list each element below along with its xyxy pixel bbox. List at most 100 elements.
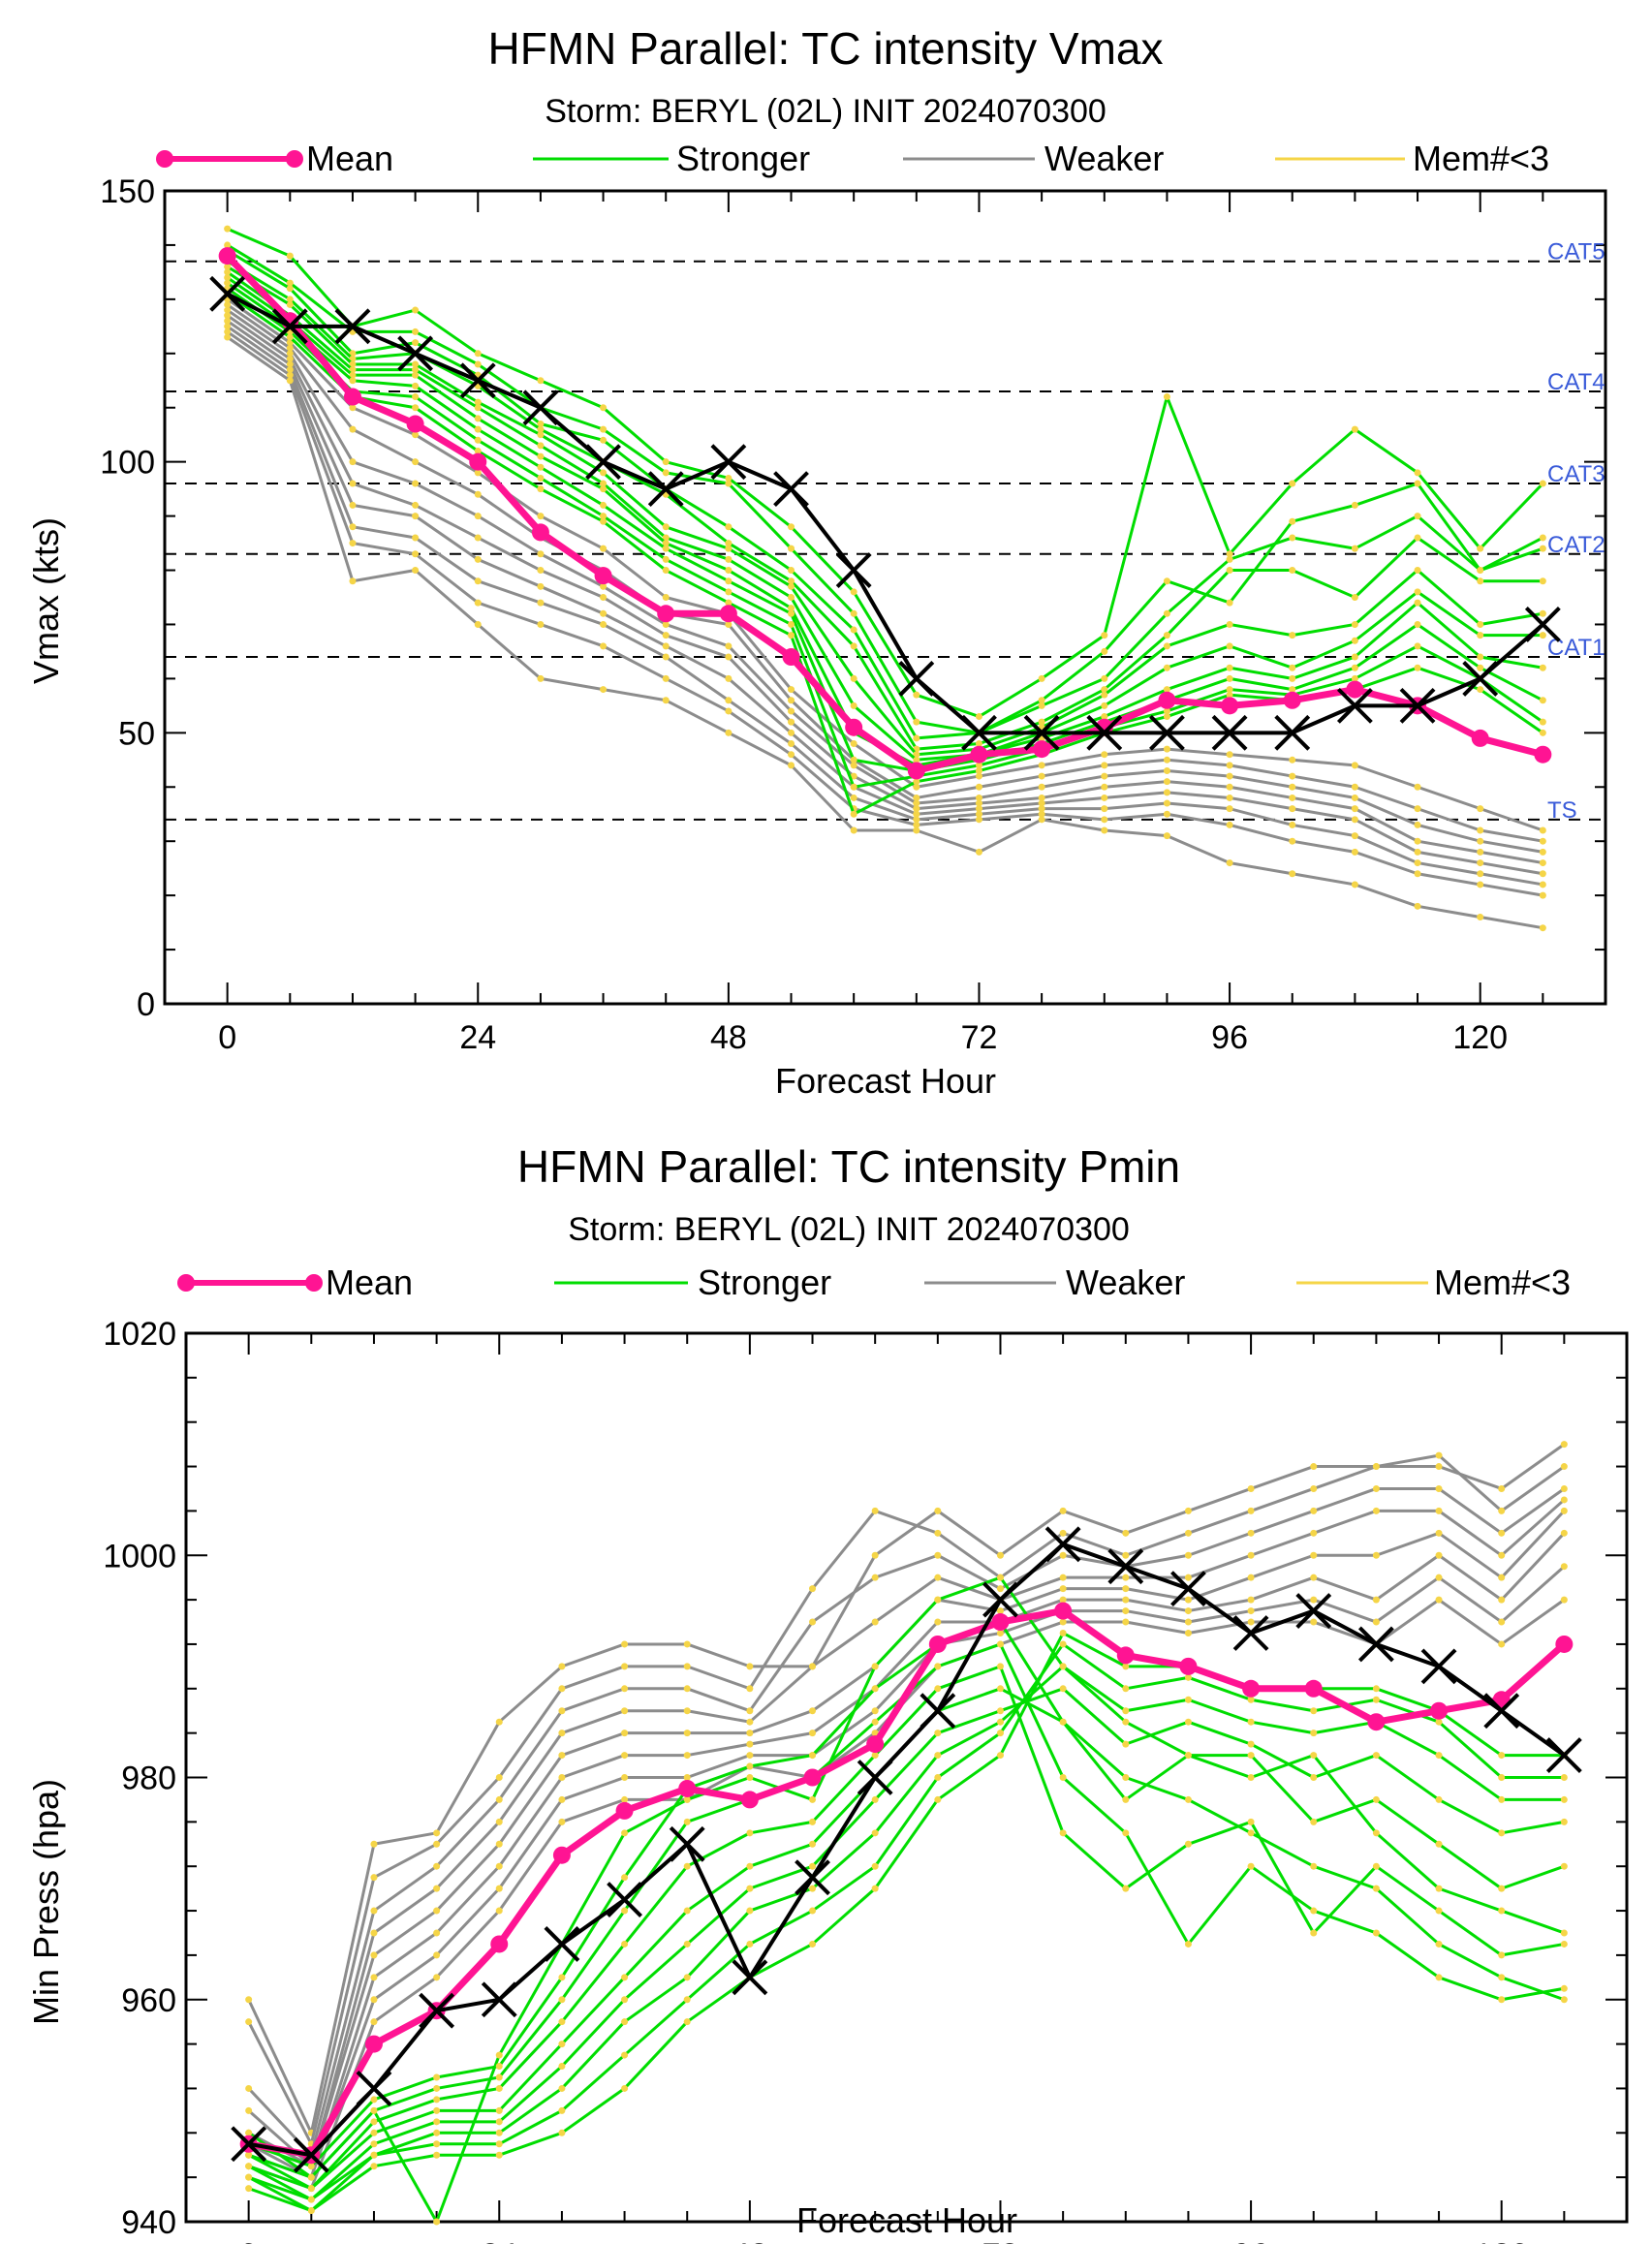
member-point (1163, 707, 1170, 715)
weaker-member-line (226, 325, 1543, 887)
member-point (1163, 686, 1170, 694)
member-point (871, 1685, 879, 1693)
member-point (1226, 805, 1233, 813)
member-point (286, 377, 294, 385)
member-point (600, 686, 608, 694)
y-tick-label: 50 (118, 715, 155, 752)
weaker-member-line (247, 1498, 1566, 2168)
member-point (683, 1774, 691, 1781)
member-point (600, 582, 608, 590)
member-point (474, 490, 482, 498)
member-point (1122, 1774, 1130, 1781)
best-track-marker (898, 660, 935, 697)
member-point (746, 1774, 754, 1781)
member-point (621, 1774, 629, 1781)
member-point (788, 582, 795, 590)
member-point (1414, 902, 1421, 910)
member-point (412, 327, 420, 335)
member-point (1226, 691, 1233, 699)
member-point (1226, 794, 1233, 801)
member-point (746, 1752, 754, 1760)
member-point (1163, 766, 1170, 774)
member-point (1163, 713, 1170, 721)
member-point (474, 436, 482, 444)
member-point (1351, 664, 1358, 671)
member-point (621, 1874, 629, 1882)
best-track-marker (209, 275, 246, 312)
best-track-marker (647, 471, 684, 508)
member-point (1226, 599, 1233, 607)
member-point (975, 848, 982, 856)
member-point (1184, 1629, 1192, 1636)
member-point (788, 707, 795, 715)
member-point (1560, 1774, 1568, 1781)
weaker-member-line (247, 1453, 1566, 2146)
best-track-line (226, 292, 1544, 735)
member-point (412, 339, 420, 347)
y-axis-title: Min Press (hpa) (26, 1779, 66, 2025)
member-point (871, 1663, 879, 1670)
member-point (1539, 609, 1546, 617)
member-point (788, 729, 795, 736)
member-point (307, 2185, 315, 2193)
member-point (433, 1840, 441, 1848)
member-point (725, 674, 732, 682)
member-point (1435, 1507, 1443, 1514)
member-point (1038, 816, 1045, 824)
member-point (809, 1907, 817, 1915)
weaker-member-line (226, 308, 1543, 854)
member-point (1310, 1551, 1318, 1559)
best-track-marker (459, 362, 496, 399)
member-point (725, 588, 732, 596)
weaker-member-line (226, 303, 1543, 843)
member-point (412, 513, 420, 520)
member-point (725, 555, 732, 563)
member-point (1435, 1463, 1443, 1471)
member-point (1560, 1441, 1568, 1449)
best-track-line (248, 1542, 1566, 2158)
member-point (1289, 821, 1296, 828)
member-point (1435, 1974, 1443, 1981)
member-point (1498, 1484, 1506, 1492)
member-point (558, 1685, 566, 1693)
member-point (1560, 1984, 1568, 1992)
best-track-marker (732, 1959, 768, 1996)
member-point (286, 344, 294, 352)
member-point (1226, 762, 1233, 769)
member-point (537, 425, 545, 433)
member-point (621, 1829, 629, 1837)
member-point (809, 1730, 817, 1737)
member-point (370, 1840, 378, 1848)
member-point (975, 794, 982, 801)
member-point (433, 2129, 441, 2136)
plot-area: 940 960 980 1000 1020 0 24 48 72 96 120 (103, 1316, 1629, 2244)
member-point (1539, 729, 1546, 736)
member-point (1372, 1596, 1380, 1604)
member-point (1101, 826, 1108, 834)
member-point (1289, 794, 1296, 801)
member-point (537, 599, 545, 607)
member-point (1163, 789, 1170, 796)
member-point (850, 762, 857, 769)
member-point (1539, 848, 1546, 856)
member-point (1310, 1596, 1318, 1604)
member-point (245, 2151, 253, 2159)
member-point (1310, 1929, 1318, 1937)
member-point (474, 577, 482, 585)
member-point (934, 1574, 942, 1581)
stronger-member-line (226, 260, 1543, 751)
member-point (1059, 1774, 1067, 1781)
member-point (307, 2207, 315, 2215)
member-point (558, 1774, 566, 1781)
member-point (746, 1730, 754, 1737)
member-point (1184, 1696, 1192, 1703)
mean-point (406, 415, 424, 433)
member-point (1101, 783, 1108, 791)
member-point (662, 632, 670, 639)
member-point (558, 2041, 566, 2048)
member-point (1351, 794, 1358, 801)
member-point (1414, 870, 1421, 878)
category-threshold-label: TS (1547, 797, 1577, 824)
member-point (996, 1752, 1004, 1760)
member-point (412, 382, 420, 390)
